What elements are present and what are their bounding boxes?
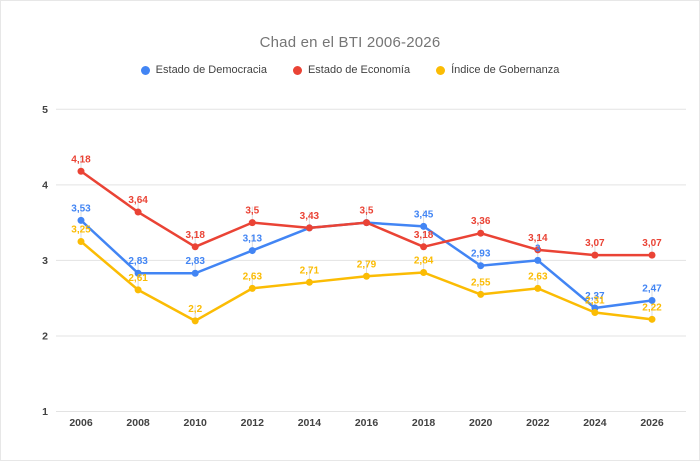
data-point-label: 2,83 [185,256,205,267]
data-point[interactable] [134,208,142,216]
x-tick-label: 2010 [184,417,208,429]
y-tick-label: 4 [42,179,48,191]
data-point[interactable] [305,224,313,232]
y-tick-label: 2 [42,330,48,342]
data-point[interactable] [77,216,85,224]
data-point[interactable] [420,243,428,251]
legend-label: Índice de Gobernanza [451,64,560,76]
data-point[interactable] [648,296,656,304]
data-point[interactable] [134,269,142,277]
data-point[interactable] [134,286,142,294]
data-point-label: 3,43 [300,211,320,222]
x-tick-label: 2012 [241,417,265,429]
x-tick-label: 2026 [640,417,664,429]
data-point-label: 2,63 [243,271,263,282]
data-point-label: 2,84 [414,255,434,266]
data-point[interactable] [477,229,485,237]
data-point-label: 2,37 [585,291,605,302]
x-tick-label: 2006 [69,417,93,429]
legend-label: Estado de Economía [307,64,411,76]
data-point-label: 3,18 [414,230,434,241]
data-point[interactable] [363,272,370,280]
chart-legend: Estado de Democracia Estado de Economía Ín… [1,64,699,76]
legend-label: Estado de Democracia [155,64,267,76]
data-point[interactable] [534,284,542,292]
data-point[interactable] [534,256,542,264]
data-point-label: 2,71 [300,265,320,276]
data-point[interactable] [248,219,256,227]
data-point[interactable] [591,309,599,317]
x-tick-label: 2018 [412,417,436,429]
data-point-label: 3,64 [128,195,148,206]
data-point-label: 3,07 [585,238,605,249]
legend-item-0[interactable]: Estado de Democracia [140,64,267,76]
legend-swatch-icon [140,65,150,75]
data-point[interactable] [363,219,370,227]
x-tick-label: 2022 [526,417,550,429]
chart-title: Chad en el BTI 2006-2026 [259,34,441,51]
data-point-label: 3,13 [243,234,263,245]
legend-item-2[interactable]: Índice de Gobernanza [436,64,559,76]
legend-item-1[interactable]: Estado de Economía [292,64,411,76]
data-point[interactable] [305,278,313,286]
y-tick-label: 1 [42,406,48,418]
data-point-label: 2,93 [471,249,491,260]
data-point[interactable] [191,269,199,277]
data-point-label: 2,47 [642,283,662,294]
data-point-label: 3,25 [71,225,91,236]
data-point[interactable] [477,262,485,270]
data-point-label: 3,5 [245,206,259,217]
data-point[interactable] [248,247,256,255]
data-point[interactable] [477,290,485,298]
data-point[interactable] [420,268,428,276]
x-tick-label: 2020 [469,417,493,429]
data-point[interactable] [77,167,85,175]
data-point-label: 2,22 [642,302,662,313]
data-point[interactable] [591,251,599,259]
data-point-label: 3,53 [71,203,91,214]
data-point-label: 2,63 [528,271,548,282]
legend-swatch-icon [436,65,446,75]
data-point-label: 2,55 [471,277,491,288]
data-point[interactable] [534,246,542,254]
data-point-label: 3,14 [528,233,548,244]
y-tick-label: 3 [42,255,48,267]
data-point-label: 3,36 [471,216,491,227]
data-point-label: 2,61 [128,273,148,284]
data-point-label: 3,5 [360,206,374,217]
data-point[interactable] [420,222,428,230]
data-point[interactable] [248,284,256,292]
data-point[interactable] [191,317,199,325]
data-point-label: 3,45 [414,209,434,220]
y-tick-label: 5 [42,104,48,116]
x-tick-label: 2014 [298,417,322,429]
x-tick-label: 2008 [126,417,150,429]
data-point[interactable] [77,238,85,246]
data-point[interactable] [648,251,656,259]
data-point-label: 2,2 [188,304,202,315]
data-point-label: 2,79 [357,259,377,270]
data-point-label: 4,18 [71,154,91,165]
data-point-label: 2,83 [128,256,148,267]
x-tick-label: 2016 [355,417,379,429]
data-point-label: 3,18 [185,230,205,241]
legend-swatch-icon [292,65,302,75]
data-point[interactable] [648,315,656,323]
data-point-label: 3 [535,243,541,254]
data-point-label: 2,31 [585,296,605,307]
x-tick-label: 2024 [583,417,607,429]
data-point[interactable] [191,243,199,251]
data-point-label: 3,07 [642,238,662,249]
